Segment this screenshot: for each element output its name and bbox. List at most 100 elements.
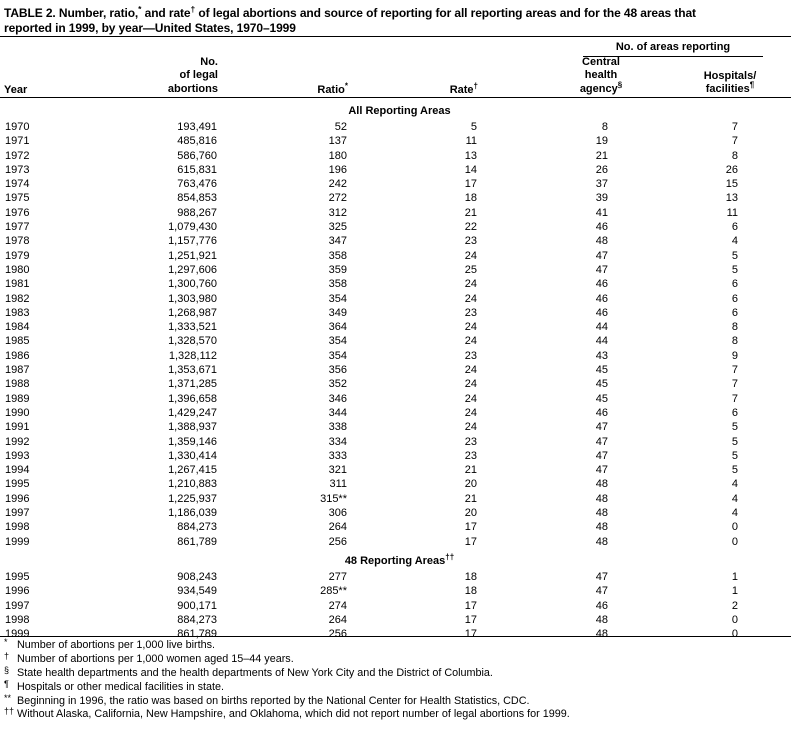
bottom-rule [0,636,791,637]
rate-cell: 23 [464,349,477,362]
abortions-cell: 1,267,415 [168,464,217,477]
column-header-ratio: Ratio* [218,80,348,97]
table-row: 1999 861,789 256 17 48 0 [5,535,738,549]
rate-cell: 22 [464,221,477,234]
footnote-marker-asterisk: * [344,80,348,90]
table-row: 1986 1,328,112 354 23 43 9 [5,349,738,363]
rate-cell: 11 [465,135,477,148]
footnote-text: State health departments and the health … [17,666,493,679]
abortions-cell: 1,429,247 [168,406,217,419]
ratio-cell: 256 [328,628,347,641]
central-agency-cell: 47 [595,464,608,477]
ratio-cell: 354 [328,292,347,305]
table-row: 1975 854,853 272 18 39 13 [5,191,738,205]
abortions-cell: 1,359,146 [168,435,217,448]
rate-cell: 25 [464,263,477,276]
ratio-cell: 264 [328,521,347,534]
central-agency-cell: 44 [595,321,608,334]
ratio-cell: 272 [328,192,347,205]
year-cell: 1994 [5,464,30,477]
abortions-cell: 1,330,414 [168,449,217,462]
table-row: 1985 1,328,570 354 24 44 8 [5,334,738,348]
rate-cell: 20 [464,507,477,520]
abortions-cell: 1,186,039 [168,507,217,520]
column-header-abortions: No. of legal abortions [60,56,218,96]
year-cell: 1988 [5,378,30,391]
year-cell: 1990 [5,406,30,419]
rate-cell: 18 [464,570,477,583]
year-cell: 1999 [5,628,30,641]
abortions-cell: 193,491 [177,121,217,133]
abortions-cell: 1,225,937 [168,492,217,505]
ratio-cell: 346 [328,392,347,405]
rate-cell: 17 [464,613,477,626]
central-agency-cell: 21 [595,149,608,162]
ratio-cell: 333 [328,449,347,462]
table-row: 1971 485,816 137 11 19 7 [5,134,738,148]
central-agency-cell: 47 [595,570,608,583]
abortions-cell: 1,328,570 [168,335,217,348]
central-agency-cell: 46 [595,278,608,291]
table-row: 1998 884,273 264 17 48 0 [5,520,738,534]
footnote-marker-dagger: † [473,80,478,90]
central-agency-cell: 47 [595,249,608,262]
abortions-cell: 884,273 [177,521,217,534]
central-agency-cell: 46 [595,599,608,612]
hospitals-cell: 4 [731,492,738,505]
table-row: 1997 900,171 274 17 46 2 [5,599,738,613]
table-row: 1982 1,303,980 354 24 46 6 [5,292,738,306]
table-row: 1976 988,267 312 21 41 11 [5,206,738,220]
year-cell: 1984 [5,321,30,334]
ratio-cell: 321 [328,464,347,477]
year-cell: 1986 [5,349,30,362]
year-cell: 1987 [5,364,30,377]
header-line: of legal [179,69,218,82]
hospitals-cell: 8 [731,335,738,348]
title-rule [0,36,791,37]
rate-cell: 24 [464,321,477,334]
hospitals-cell: 0 [731,535,738,548]
central-agency-cell: 48 [595,492,608,505]
year-cell: 1982 [5,292,30,305]
footnote-marker-section: § [617,80,623,90]
rate-cell: 17 [464,521,477,534]
ratio-cell: 256 [328,535,347,548]
table-row: 1993 1,330,414 333 23 47 5 [5,449,738,463]
central-agency-cell: 47 [595,421,608,434]
hospitals-cell: 1 [731,585,738,598]
year-cell: 1970 [5,121,30,133]
table-row: 1995 1,210,883 311 20 48 4 [5,477,738,491]
header-line: agency§ [579,80,623,95]
ratio-cell: 354 [328,335,347,348]
column-header-rate: Rate† [348,80,478,97]
header-line: No. [200,56,218,68]
central-agency-cell: 45 [595,364,608,377]
central-agency-cell: 47 [595,585,608,598]
year-cell: 1983 [5,306,30,319]
abortions-cell: 1,333,521 [168,321,217,334]
ratio-cell: 137 [328,135,347,148]
ratio-cell: 344 [328,406,347,419]
abortions-cell: 988,267 [177,206,217,219]
year-cell: 1976 [5,206,30,219]
section-header-row: All Reporting Areas [5,99,738,120]
central-agency-cell: 41 [595,206,608,219]
abortions-cell: 1,388,937 [168,421,217,434]
table-row: 1970 193,491 52 5 8 7 [5,120,738,134]
header-line: facilities¶ [705,80,755,96]
ratio-cell: 264 [328,613,347,626]
abortions-cell: 1,300,760 [168,278,217,291]
year-cell: 1985 [5,335,30,348]
central-agency-cell: 37 [595,178,608,191]
header-rule [0,96,791,98]
rate-cell: 23 [464,449,477,462]
table-row: 1972 586,760 180 13 21 8 [5,149,738,163]
rate-cell: 23 [464,306,477,319]
header-line: abortions [167,82,218,95]
central-agency-cell: 26 [595,163,608,176]
table-row: 1992 1,359,146 334 23 47 5 [5,435,738,449]
column-header-central-agency: Central health agency§ [538,56,664,96]
central-agency-cell: 46 [595,406,608,419]
central-agency-cell: 48 [595,613,608,626]
